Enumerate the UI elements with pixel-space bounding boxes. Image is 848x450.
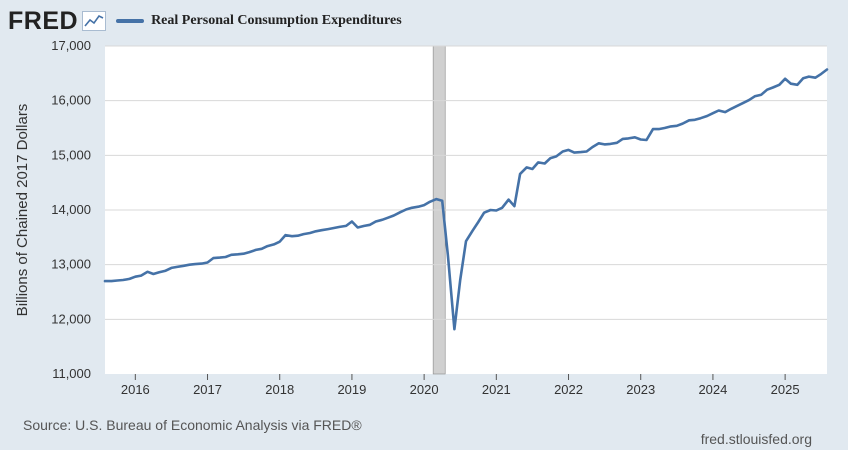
x-tick-label: 2025 — [771, 382, 800, 397]
header: FRED Real Personal Consumption Expenditu… — [8, 6, 402, 36]
gridlines — [105, 45, 827, 320]
y-tick-label: 13,000 — [51, 257, 91, 272]
legend-label: Real Personal Consumption Expenditures — [151, 13, 402, 28]
y-tick-label: 14,000 — [51, 202, 91, 217]
x-tick-label: 2017 — [193, 382, 222, 397]
x-tick-label: 2020 — [410, 382, 439, 397]
y-axis-label: Billions of Chained 2017 Dollars — [14, 104, 31, 317]
x-tick-label: 2024 — [698, 382, 727, 397]
y-tick-label: 12,000 — [51, 311, 91, 326]
series-layer — [103, 68, 829, 331]
legend-swatch — [116, 19, 145, 23]
source-note: Source: U.S. Bureau of Economic Analysis… — [23, 417, 362, 433]
x-tick-label: 2016 — [121, 382, 150, 397]
y-axis-ticks: 11,000 12,000 13,000 14,000 15,000 16,000 17,0… — [51, 38, 91, 381]
x-tick-label: 2018 — [265, 382, 294, 397]
legend: Real Personal Consumption Expenditures — [116, 13, 402, 29]
x-axis-ticks: 2016 2017 2018 2019 2020 2021 2022 2023 2024 2025 — [121, 374, 800, 397]
x-tick-label: 2021 — [482, 382, 511, 397]
y-tick-label: 11,000 — [52, 366, 91, 381]
y-tick-label: 17,000 — [51, 38, 91, 53]
series-line — [103, 68, 829, 331]
site-link[interactable]: fred.stlouisfed.org — [700, 431, 812, 447]
y-tick-label: 16,000 — [51, 93, 91, 108]
x-tick-label: 2023 — [626, 382, 655, 397]
x-tick-label: 2019 — [337, 382, 366, 397]
y-tick-label: 15,000 — [51, 147, 91, 162]
x-tick-label: 2022 — [554, 382, 583, 397]
chart: 11,000 12,000 13,000 14,000 15,000 16,000 17,0… — [14, 38, 829, 397]
line-chart-icon — [82, 11, 107, 31]
fred-logo[interactable]: FRED — [8, 6, 79, 35]
